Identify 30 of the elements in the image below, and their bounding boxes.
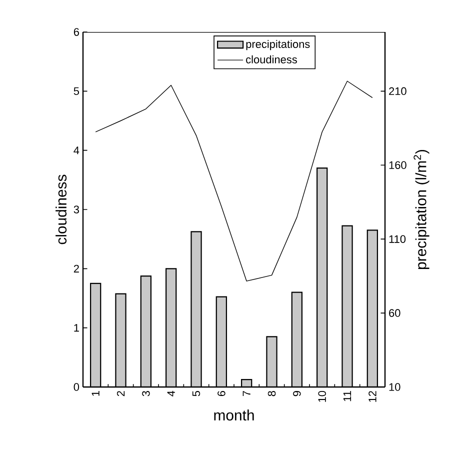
y-axis-title: cloudiness	[56, 174, 67, 244]
y-tick-label: 2	[74, 264, 79, 272]
x-tick-label: 11	[343, 391, 352, 402]
x-tick-label: 7	[242, 391, 250, 396]
y2-tick-label: 10	[389, 383, 400, 391]
x-tick-label: 2	[116, 391, 125, 396]
x-axis-title: month	[214, 410, 254, 421]
x-tick-label: 10	[318, 390, 326, 402]
y2-tick-label: 210	[389, 87, 406, 96]
y-tick-label: 4	[74, 146, 80, 154]
legend-label: precipitations	[246, 40, 310, 50]
x-tick-label: 1	[92, 391, 100, 396]
y-tick-label: 5	[74, 87, 80, 95]
y2-tick-label: 60	[389, 309, 400, 317]
y-tick-label: 1	[74, 324, 79, 332]
x-tick-label: 9	[293, 391, 301, 396]
y2-tick-label: 160	[389, 161, 406, 170]
legend-label: cloudiness	[246, 55, 297, 64]
x-tick-label: 6	[218, 391, 226, 396]
x-tick-label: 4	[167, 390, 175, 396]
x-tick-label: 3	[142, 391, 150, 396]
x-tick-label: 8	[268, 391, 276, 396]
y-tick-label: 6	[74, 28, 79, 36]
line-series	[95, 80, 373, 282]
x-tick-label: 12	[368, 391, 376, 402]
y2-axis-title: precipitation (l/m$^{2}$)	[414, 150, 430, 269]
y2-tick-label: 110	[389, 235, 406, 243]
y-tick-label: 3	[74, 206, 79, 214]
x-tick-label: 5	[192, 390, 200, 396]
y-tick-label: 0	[74, 383, 80, 391]
